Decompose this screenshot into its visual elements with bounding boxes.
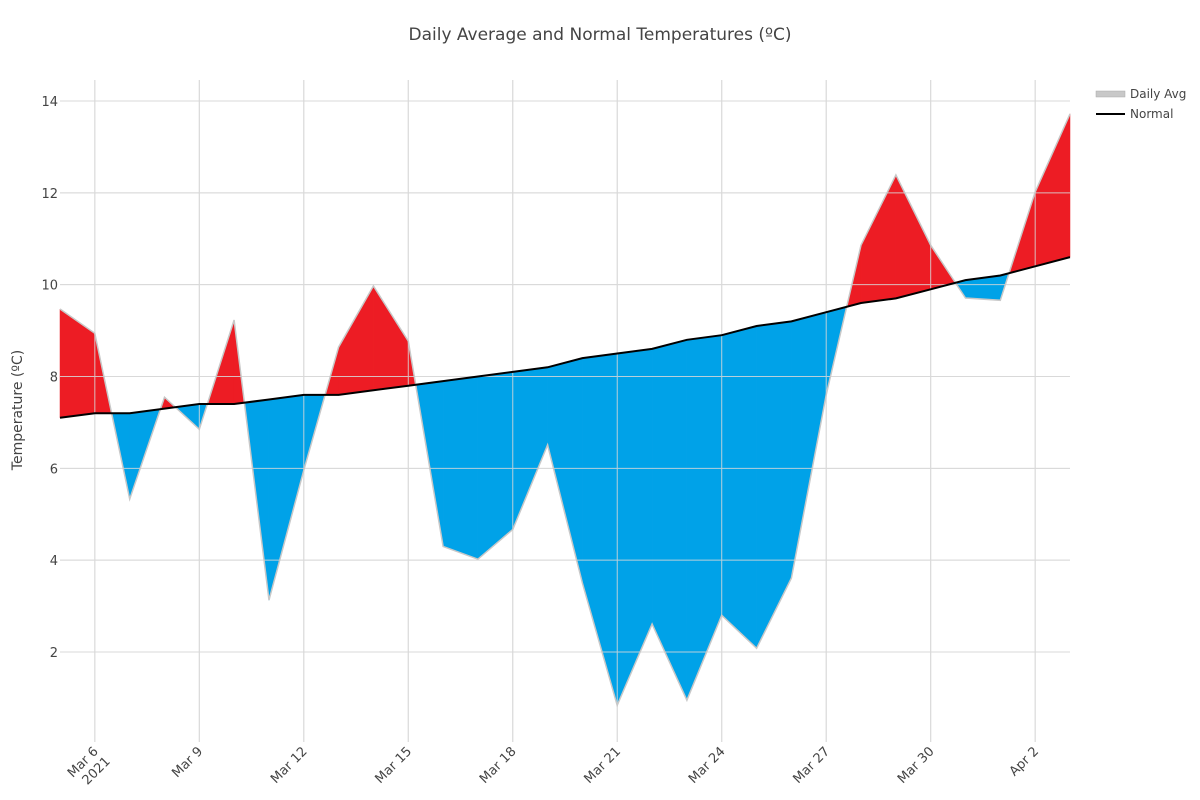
legend-item-normal[interactable]: Normal xyxy=(1096,107,1173,121)
difference-area xyxy=(860,174,897,304)
difference-area xyxy=(651,339,688,701)
difference-area xyxy=(477,371,514,560)
difference-area xyxy=(512,367,548,530)
difference-area xyxy=(268,394,305,601)
legend-label-daily-avg: Daily Avg xyxy=(1130,87,1186,101)
legend-swatch-daily-avg xyxy=(1095,90,1126,98)
y-tick-label: 2 xyxy=(50,646,58,661)
y-tick-label: 6 xyxy=(50,462,58,477)
x-tick-label: Apr 2 xyxy=(1007,744,1042,779)
normal-line xyxy=(59,256,1071,419)
legend[interactable]: Daily Avg Normal xyxy=(1095,87,1186,121)
x-tick-label: Mar 9 xyxy=(169,744,206,781)
y-tick-label: 14 xyxy=(41,95,58,110)
difference-area xyxy=(756,321,792,649)
difference-area xyxy=(373,285,409,391)
difference-area xyxy=(791,311,827,579)
x-tick-label: Mar 18 xyxy=(477,744,520,787)
y-tick-label: 12 xyxy=(41,187,58,202)
difference-area xyxy=(547,357,583,584)
series-lines xyxy=(59,113,1071,708)
y-tick-label: 8 xyxy=(50,371,58,386)
difference-area xyxy=(686,334,722,701)
y-axis-label: Temperature (ºC) xyxy=(10,350,26,471)
legend-label-normal: Normal xyxy=(1130,107,1173,121)
y-axis-ticks: 2 4 6 8 10 12 14 xyxy=(41,95,58,661)
difference-area xyxy=(338,285,374,396)
x-tick-label: Mar 15 xyxy=(373,744,416,787)
difference-area xyxy=(59,308,96,419)
x-tick-label: Mar 21 xyxy=(581,744,624,787)
grid-overlay xyxy=(60,80,1070,742)
x-tick-label: Mar 30 xyxy=(895,744,938,787)
x-tick-label: Mar 27 xyxy=(790,744,833,787)
legend-item-daily-avg[interactable]: Daily Avg xyxy=(1095,87,1186,101)
y-tick-label: 10 xyxy=(41,279,58,294)
x-tick-label: Mar 24 xyxy=(686,744,729,787)
x-tick-label: Mar 12 xyxy=(268,744,311,787)
difference-area xyxy=(1034,113,1071,267)
difference-area xyxy=(895,174,931,299)
difference-area xyxy=(721,325,757,649)
chart-title: Daily Average and Normal Temperatures (º… xyxy=(408,25,791,45)
difference-area xyxy=(582,353,618,706)
daily-avg-line xyxy=(59,113,1071,708)
y-tick-label: 4 xyxy=(50,554,58,569)
difference-fills xyxy=(59,113,1071,706)
